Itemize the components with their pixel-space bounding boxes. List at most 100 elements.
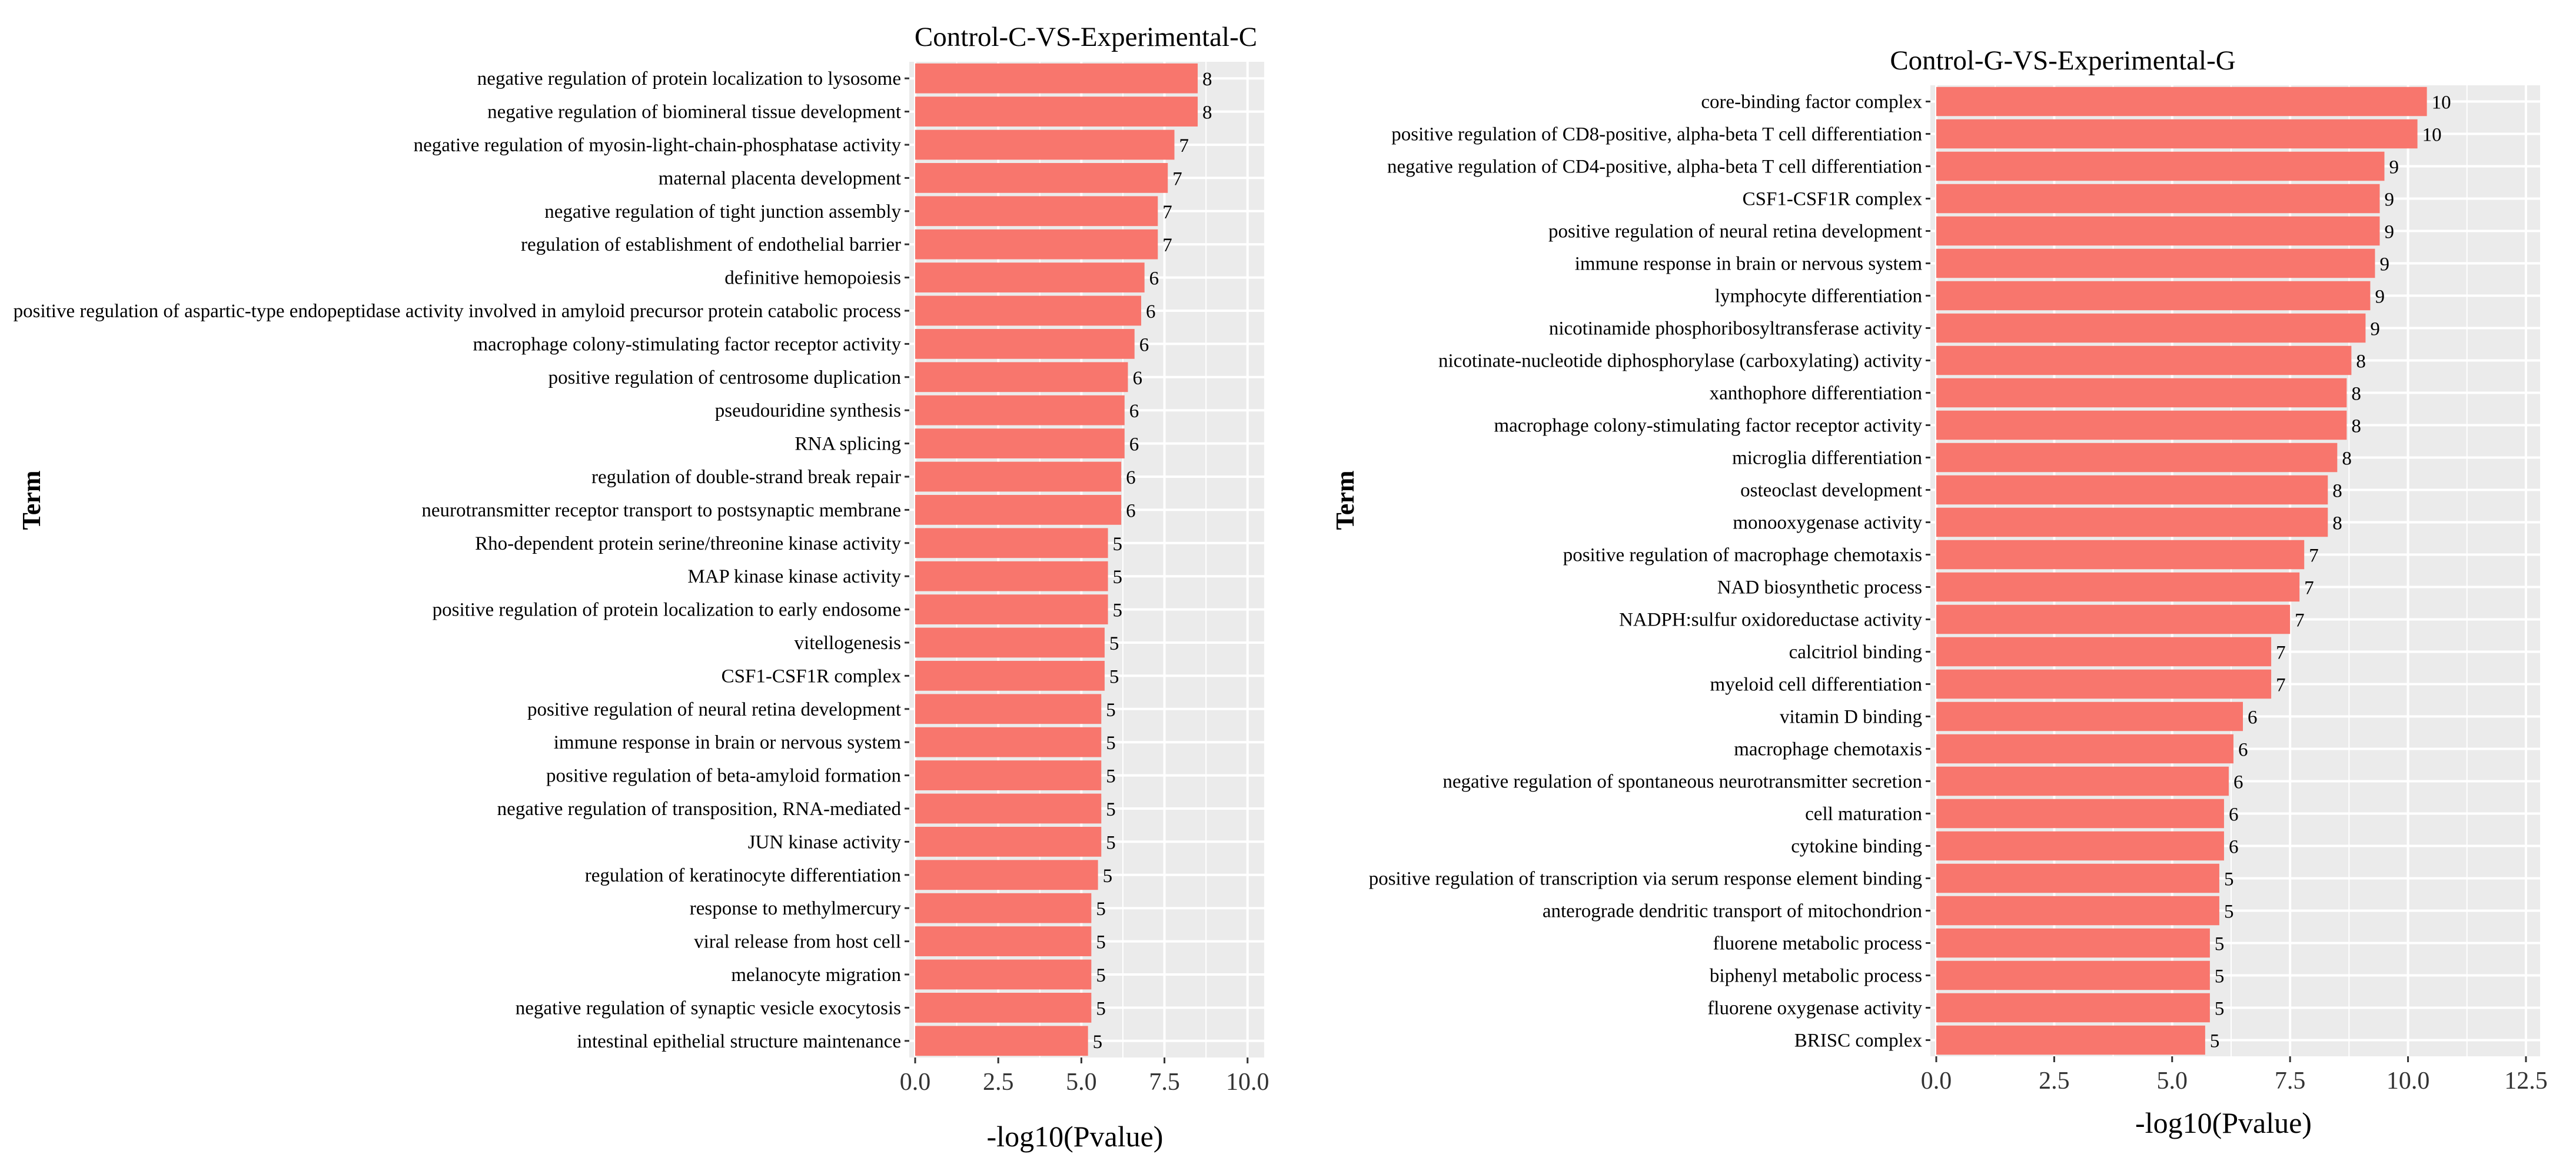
- value-label: 5: [1106, 799, 1116, 820]
- category-label: regulation of keratinocyte differentiati…: [585, 865, 901, 886]
- bar: [915, 428, 1125, 458]
- category-label: nicotinate-nucleotide diphosphorylase (c…: [1438, 351, 1922, 372]
- bar: [1936, 572, 2300, 602]
- category-label: immune response in brain or nervous syst…: [554, 732, 902, 753]
- category-label: xanthophore differentiation: [1710, 383, 1922, 404]
- bar: [1936, 799, 2224, 829]
- value-label: 5: [1096, 932, 1106, 953]
- bar: [915, 727, 1102, 757]
- category-label: positive regulation of neural retina dev…: [1548, 221, 1922, 242]
- category-label: positive regulation of protein localizat…: [433, 600, 901, 621]
- category-label: negative regulation of biomineral tissue…: [487, 102, 901, 123]
- bar: [915, 295, 1142, 326]
- bar: [915, 959, 1092, 990]
- x-axis-label: -log10(Pvalue): [2135, 1106, 2312, 1139]
- category-label: anterograde dendritic transport of mitoc…: [1543, 901, 1922, 922]
- category-label: MAP kinase kinase activity: [687, 566, 901, 587]
- category-label: definitive hemopoiesis: [724, 268, 901, 289]
- category-label: positive regulation of neural retina dev…: [527, 699, 901, 720]
- bar: [1936, 378, 2347, 408]
- value-label: 5: [2215, 966, 2225, 987]
- bar: [915, 860, 1098, 890]
- bar: [1936, 604, 2291, 634]
- x-tick-label: 7.5: [1149, 1069, 1180, 1096]
- bar: [915, 1026, 1088, 1056]
- category-label: negative regulation of myosin-light-chai…: [414, 135, 902, 156]
- category-label: fluorene oxygenase activity: [1707, 998, 1922, 1019]
- category-label: microglia differentiation: [1732, 448, 1922, 469]
- category-label: macrophage chemotaxis: [1734, 739, 1922, 760]
- y-axis-label: Term: [17, 470, 46, 530]
- category-label: pseudouridine synthesis: [715, 400, 901, 421]
- value-label: 7: [2304, 578, 2314, 599]
- bar: [1936, 313, 2366, 343]
- value-label: 6: [1126, 500, 1136, 521]
- bar: [915, 528, 1108, 558]
- value-label: 5: [1096, 899, 1106, 920]
- value-label: 8: [2351, 416, 2361, 437]
- bar: [1936, 960, 2210, 990]
- value-label: 10: [2432, 92, 2451, 114]
- value-label: 8: [1202, 102, 1212, 124]
- bar: [915, 461, 1122, 492]
- category-label: neurotransmitter receptor transport to p…: [421, 500, 901, 521]
- value-label: 8: [2332, 481, 2342, 502]
- category-label: vitellogenesis: [795, 633, 901, 654]
- value-label: 6: [1132, 368, 1142, 389]
- value-label: 5: [1106, 766, 1116, 787]
- value-label: 9: [2384, 222, 2394, 243]
- category-label: regulation of double-strand break repair: [591, 467, 901, 488]
- value-label: 8: [2351, 384, 2361, 405]
- category-label: RNA splicing: [795, 434, 901, 455]
- value-label: 5: [1096, 965, 1106, 986]
- bar: [915, 893, 1092, 923]
- category-label: positive regulation of beta-amyloid form…: [546, 766, 901, 787]
- value-label: 5: [2224, 869, 2234, 890]
- x-axis-label: -log10(Pvalue): [987, 1120, 1164, 1153]
- bar: [915, 97, 1198, 127]
- category-label: osteoclast development: [1740, 480, 1922, 501]
- value-label: 9: [2379, 254, 2389, 275]
- bar: [915, 661, 1105, 691]
- bar: [915, 329, 1135, 359]
- value-label: 5: [1106, 733, 1116, 754]
- bar: [1936, 928, 2210, 958]
- bar: [1936, 87, 2427, 117]
- value-label: 6: [2248, 707, 2258, 729]
- x-tick-label: 2.5: [983, 1069, 1014, 1096]
- category-label: negative regulation of synaptic vesicle …: [516, 997, 901, 1019]
- x-tick-label: 5.0: [2157, 1067, 2188, 1095]
- value-label: 9: [2370, 319, 2380, 340]
- value-label: 5: [1113, 600, 1123, 621]
- value-label: 9: [2389, 157, 2399, 178]
- value-label: 7: [1162, 235, 1172, 256]
- value-label: 9: [2384, 189, 2394, 211]
- value-label: 6: [1126, 467, 1136, 488]
- x-tick-label: 12.5: [2504, 1067, 2548, 1095]
- value-label: 6: [2233, 772, 2243, 793]
- plot-panel: [909, 62, 1264, 1057]
- value-label: 5: [1109, 666, 1119, 687]
- category-label: maternal placenta development: [659, 168, 901, 189]
- value-label: 6: [1146, 301, 1156, 322]
- value-label: 6: [1129, 434, 1139, 455]
- category-label: negative regulation of tight junction as…: [544, 201, 901, 222]
- bar: [1936, 831, 2224, 861]
- category-label: negative regulation of spontaneous neuro…: [1442, 771, 1922, 793]
- category-label: positive regulation of transcription via…: [1369, 869, 1922, 890]
- category-label: cell maturation: [1805, 804, 1922, 825]
- category-label: negative regulation of transposition, RN…: [497, 799, 902, 820]
- value-label: 5: [1113, 567, 1123, 588]
- bar: [915, 63, 1198, 94]
- category-label: negative regulation of CD4-positive, alp…: [1387, 157, 1922, 178]
- value-label: 6: [1129, 401, 1139, 422]
- bar: [1936, 345, 2352, 375]
- value-label: 6: [2229, 804, 2239, 826]
- bar: [915, 561, 1108, 591]
- bar: [1936, 475, 2328, 505]
- value-label: 8: [2356, 351, 2366, 373]
- category-label: biphenyl metabolic process: [1710, 966, 1922, 987]
- chart-title: Control-G-VS-Experimental-G: [1890, 45, 2235, 76]
- bar: [915, 993, 1092, 1023]
- category-label: core-binding factor complex: [1701, 92, 1922, 113]
